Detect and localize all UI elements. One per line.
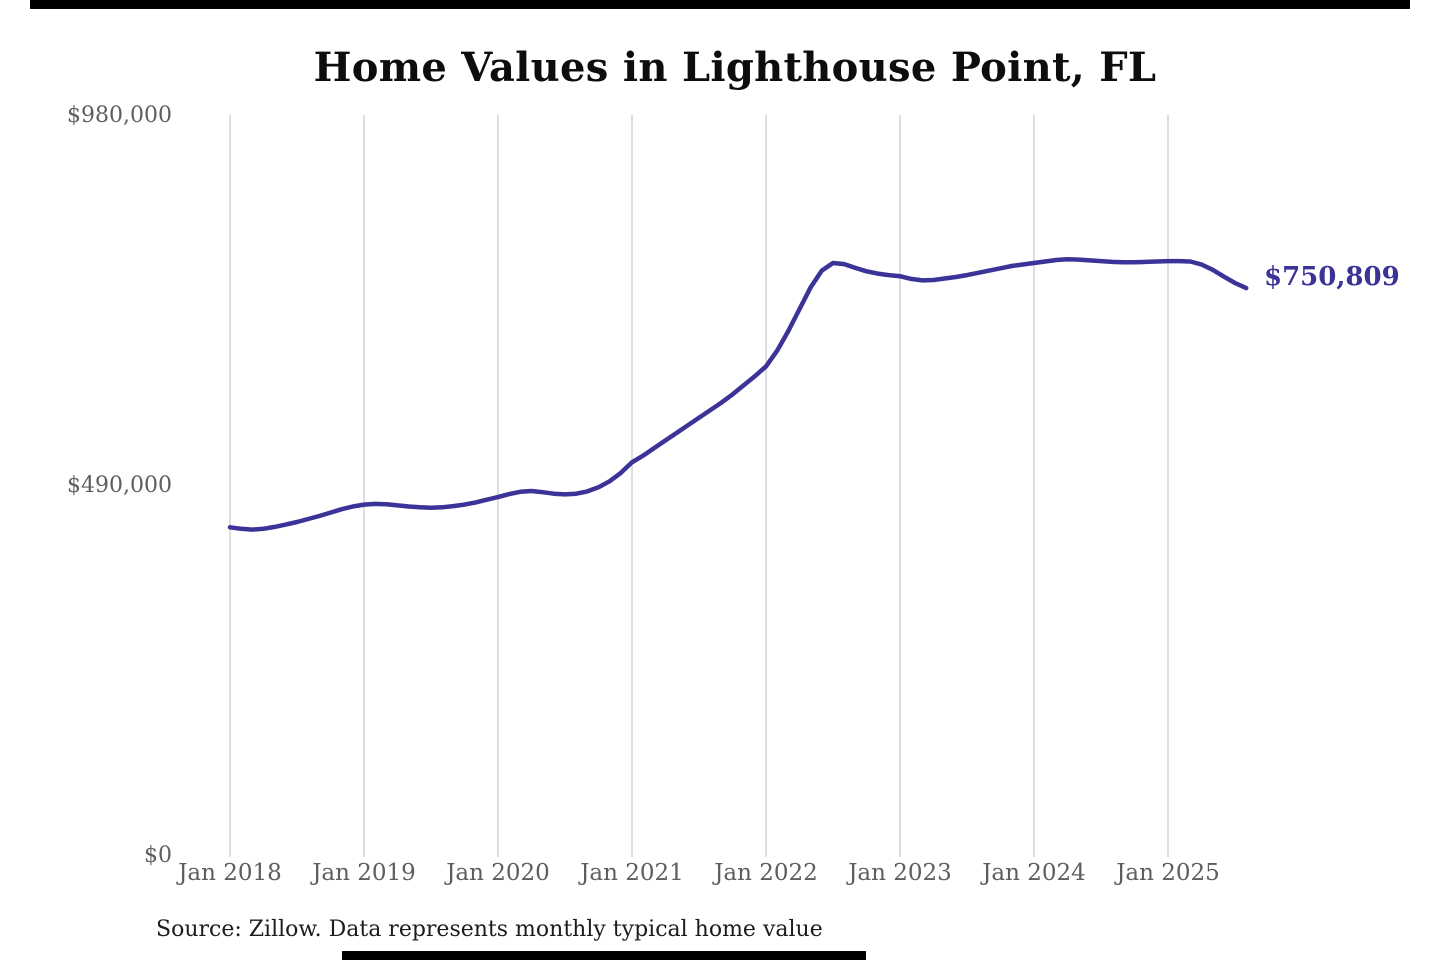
bottom-border-bar [342,951,866,960]
y-tick-label: $980,000 [67,103,172,128]
x-tick-label: Jan 2021 [580,860,684,886]
chart-title: Home Values in Lighthouse Point, FL [313,44,1157,91]
latest-value-label: $750,809 [1264,262,1400,292]
x-tick-label: Jan 2020 [446,860,550,886]
x-tick-label: Jan 2022 [714,860,818,886]
x-tick-label: Jan 2023 [848,860,952,886]
top-border-bar [30,0,1410,9]
y-tick-label: $490,000 [67,473,172,498]
x-tick-label: Jan 2019 [312,860,416,886]
source-note: Source: Zillow. Data represents monthly … [156,917,823,942]
x-tick-label: Jan 2018 [178,860,282,886]
y-tick-label: $0 [144,843,172,868]
x-tick-label: Jan 2024 [982,860,1086,886]
x-tick-label: Jan 2025 [1116,860,1220,886]
home-value-line [227,256,1249,532]
